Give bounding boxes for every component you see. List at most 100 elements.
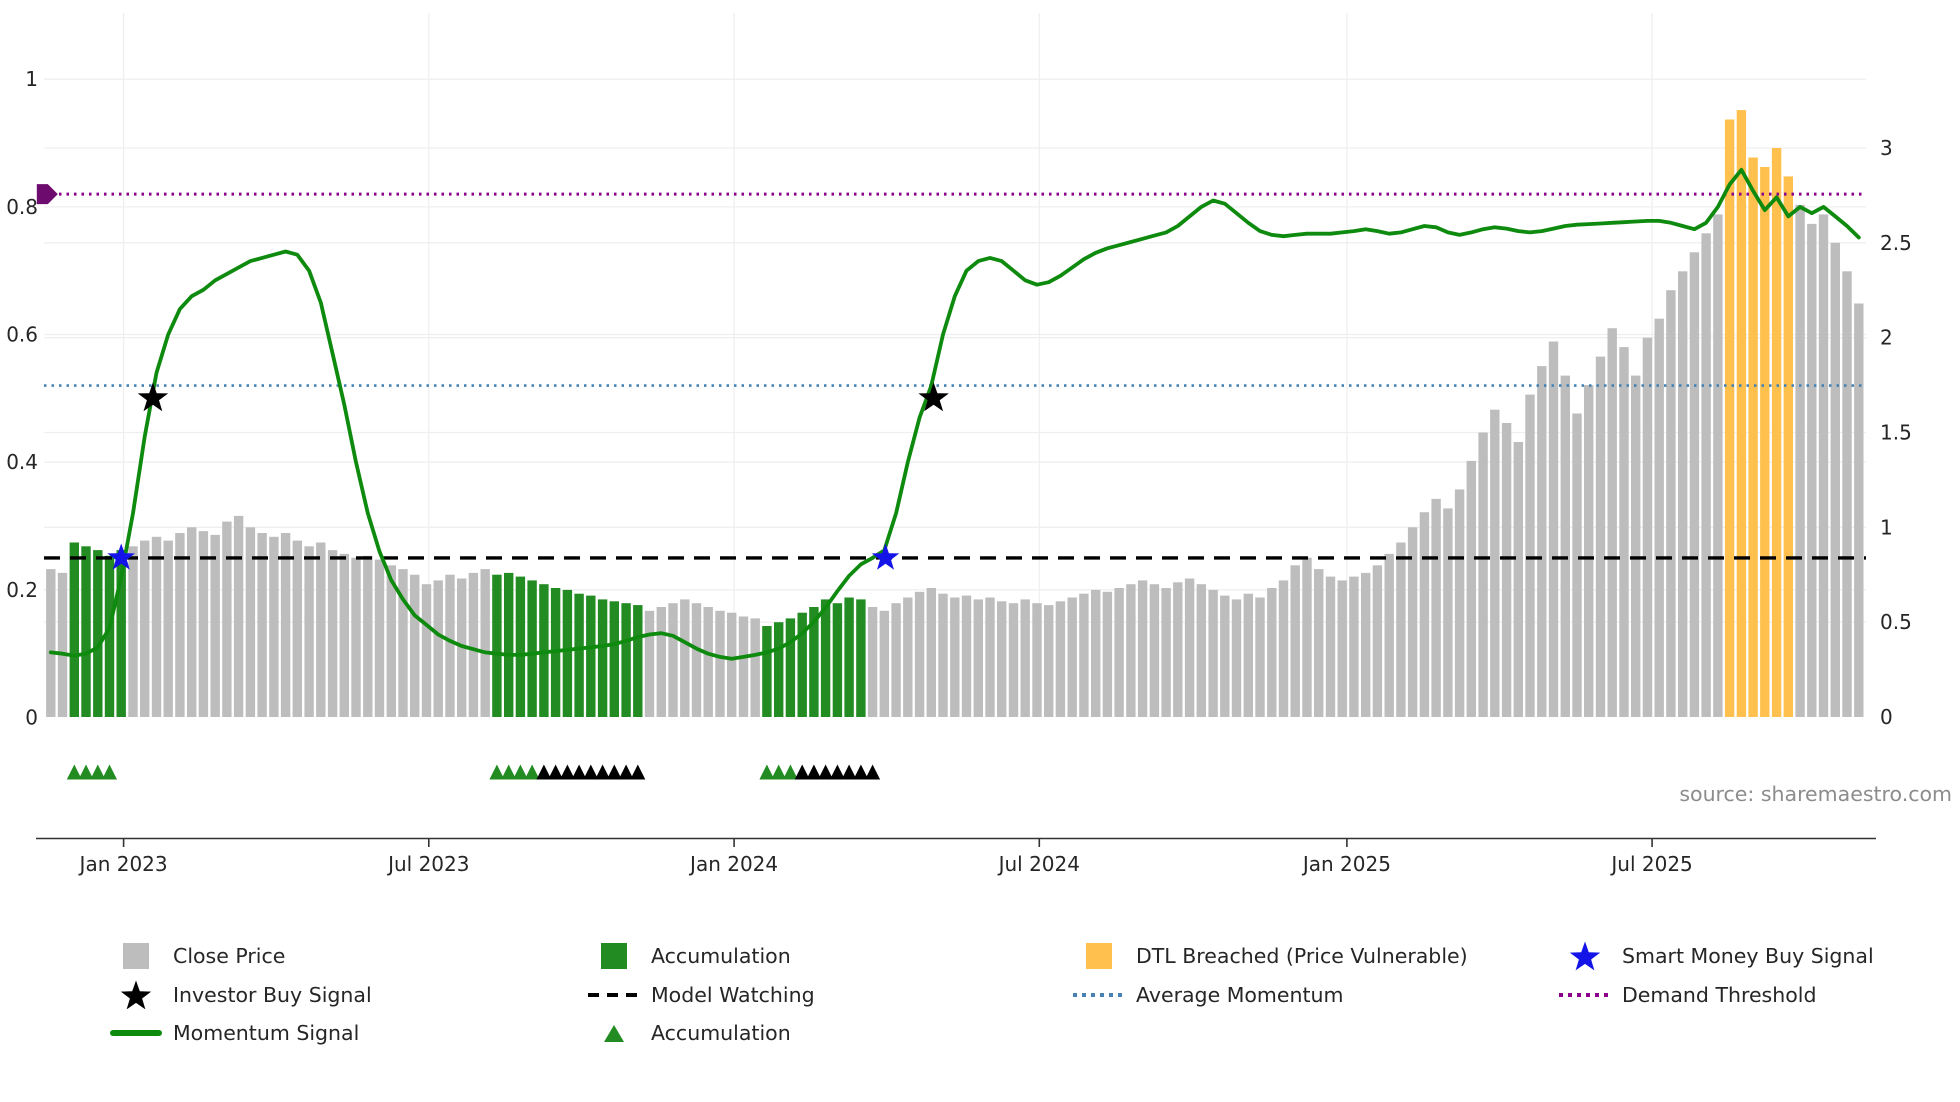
close-price-bar bbox=[1490, 409, 1500, 717]
close-price-bar bbox=[715, 610, 725, 717]
close-price-bar bbox=[750, 618, 760, 717]
close-price-bar bbox=[1302, 557, 1312, 717]
close-price-bar bbox=[1584, 385, 1594, 717]
accumulation-triangle-icon bbox=[782, 764, 798, 780]
accumulation-triangle-icon bbox=[66, 764, 82, 780]
close-price-bar bbox=[327, 550, 338, 717]
close-price-bar bbox=[668, 603, 678, 717]
close-price-bar bbox=[1830, 242, 1840, 718]
close-price-bar bbox=[1431, 498, 1441, 717]
close-price-bar bbox=[656, 607, 666, 717]
close-price-bar bbox=[363, 555, 373, 717]
watching-triangle-icon bbox=[865, 764, 881, 780]
close-price-bar bbox=[903, 597, 913, 717]
accumulation-bar bbox=[492, 574, 502, 717]
close-price-bar bbox=[1454, 489, 1465, 717]
investor-buy-stars bbox=[137, 382, 949, 412]
watching-triangle-icon bbox=[829, 764, 845, 780]
close-price-bar bbox=[151, 536, 162, 717]
close-price-bar bbox=[1020, 599, 1030, 717]
dtl-breached-bar bbox=[1783, 176, 1793, 717]
close-price-bar bbox=[1466, 460, 1476, 717]
close-price-bar bbox=[1161, 588, 1171, 717]
close-price-bar bbox=[1631, 375, 1641, 717]
watching-triangle-icon bbox=[818, 764, 834, 780]
close-price-bar bbox=[1795, 204, 1805, 717]
close-price-bar bbox=[1560, 375, 1570, 717]
close-price-bar bbox=[46, 569, 56, 717]
close-price-bar bbox=[1642, 337, 1653, 717]
legend-item-average-momentum: Average Momentum bbox=[1071, 977, 1344, 1013]
accumulation-bar bbox=[797, 612, 807, 717]
legend-label-investor-buy-signal: Investor Buy Signal bbox=[173, 983, 372, 1007]
close-price-bar bbox=[57, 572, 68, 717]
watching-triangle-icon bbox=[548, 764, 564, 780]
accumulation-triangle-icon bbox=[771, 764, 787, 780]
accumulation-triangle-icon bbox=[501, 764, 517, 780]
close-price-bar bbox=[961, 595, 972, 717]
x-tick-label: Jul 2023 bbox=[386, 852, 469, 876]
accumulation-bar bbox=[81, 546, 91, 717]
momentum-signal-line-icon bbox=[108, 1030, 164, 1036]
close-price-bar bbox=[1713, 214, 1723, 717]
close-price-bar bbox=[1196, 584, 1206, 717]
close-price-bar bbox=[1537, 366, 1547, 717]
accumulation-bar bbox=[116, 550, 126, 717]
close-price-bar bbox=[1102, 591, 1113, 717]
close-price-bar bbox=[1572, 413, 1582, 717]
close-price-bar bbox=[1079, 593, 1089, 717]
close-price-bar bbox=[175, 533, 185, 717]
close-price-bar bbox=[973, 599, 983, 717]
right-tick-label: 1.5 bbox=[1880, 421, 1912, 445]
close-price-bar bbox=[891, 603, 901, 717]
close-price-bar bbox=[1091, 589, 1101, 717]
close-price-bar bbox=[1290, 565, 1300, 717]
close-price-bar bbox=[1478, 432, 1488, 717]
close-price-bar bbox=[703, 607, 713, 717]
demand-threshold-dotted-line-icon bbox=[1557, 993, 1613, 997]
momentum-signal-line bbox=[48, 167, 1861, 661]
x-tick-label: Jul 2024 bbox=[997, 852, 1080, 876]
source-attribution: source: sharemaestro.com bbox=[1679, 782, 1952, 806]
close-price-bar bbox=[1278, 580, 1289, 717]
close-price-bar bbox=[1407, 527, 1418, 717]
close-price-bar bbox=[398, 569, 408, 717]
close-price-bar bbox=[128, 546, 138, 717]
watching-triangle-icon bbox=[630, 764, 646, 780]
legend-item-smart-money-buy-signal: Smart Money Buy Signal bbox=[1557, 938, 1874, 974]
close-price-bar bbox=[1361, 572, 1371, 717]
close-price-bar bbox=[140, 540, 150, 717]
smart-money-buy-signal-star-icon bbox=[1557, 938, 1613, 974]
close-price-bar bbox=[1243, 593, 1253, 717]
close-price-bar bbox=[1654, 318, 1664, 717]
close-price-bar bbox=[316, 542, 326, 717]
close-price-bar bbox=[433, 580, 443, 717]
left-tick-label: 0 bbox=[25, 706, 38, 730]
left-tick-label: 0.6 bbox=[6, 323, 38, 347]
close-price-square-icon bbox=[108, 943, 164, 969]
average-momentum-dotted-line-icon bbox=[1071, 993, 1127, 997]
price-momentum-chart: Jan 2023 Jul 2023 Jan 2024 Jul 2024 Jan 2025… bbox=[6, 13, 1912, 876]
y-axis-right: 0 0.5 1 1.5 2 2.5 3 bbox=[1880, 136, 1912, 729]
close-price-bar bbox=[1267, 588, 1277, 717]
close-price-bar bbox=[1114, 588, 1124, 717]
x-tick-label: Jan 2024 bbox=[688, 852, 778, 876]
accumulation-triangle-icon bbox=[759, 764, 775, 780]
demand-threshold-start-marker bbox=[36, 184, 58, 205]
close-price-bar bbox=[738, 616, 749, 717]
close-price-bar bbox=[1044, 605, 1054, 717]
right-tick-label: 2.5 bbox=[1880, 231, 1912, 255]
accumulation-bar bbox=[809, 607, 819, 717]
legend-label-close-price: Close Price bbox=[173, 944, 286, 968]
accumulation-marker-triangle-icon bbox=[586, 1024, 642, 1042]
close-price-bar bbox=[163, 540, 173, 717]
close-price-bar bbox=[1173, 582, 1183, 717]
close-price-bar bbox=[292, 540, 302, 717]
accumulation-bar bbox=[609, 601, 619, 717]
legend-label-accumulation: Accumulation bbox=[651, 944, 791, 968]
smart-money-buy-stars bbox=[107, 543, 900, 570]
close-price-bar bbox=[1149, 584, 1160, 717]
legend-item-demand-threshold: Demand Threshold bbox=[1557, 977, 1816, 1013]
close-price-bar bbox=[468, 572, 479, 717]
